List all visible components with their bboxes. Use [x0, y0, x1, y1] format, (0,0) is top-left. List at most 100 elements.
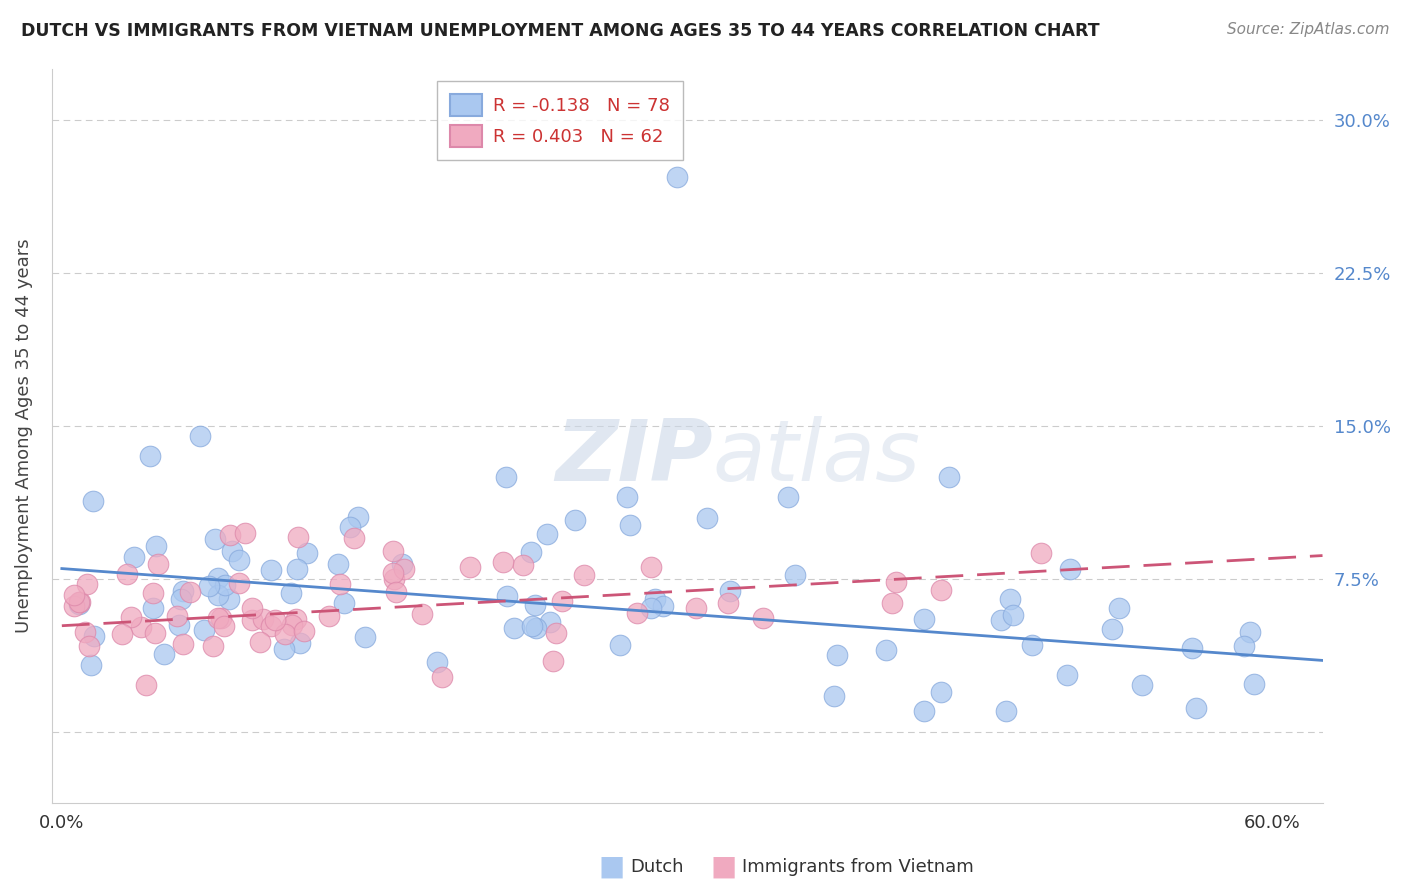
Point — [82, 494, 104, 508]
Text: DUTCH VS IMMIGRANTS FROM VIETNAM UNEMPLOYMENT AMONG AGES 35 TO 44 YEARS CORRELAT: DUTCH VS IMMIGRANTS FROM VIETNAM UNEMPLO… — [21, 22, 1099, 40]
Point — [145, 539, 167, 553]
Point — [143, 625, 166, 640]
Point — [640, 559, 662, 574]
Point — [285, 562, 308, 576]
Point — [207, 611, 229, 625]
Point — [207, 571, 229, 585]
Point — [274, 627, 297, 641]
Point — [124, 549, 146, 564]
Point — [536, 527, 558, 541]
Point — [526, 621, 548, 635]
Point — [666, 169, 689, 184]
Point — [252, 612, 274, 626]
Point — [1239, 624, 1261, 639]
Text: ■: ■ — [711, 853, 737, 881]
Point — [931, 583, 953, 598]
Point — [129, 620, 152, 634]
Point — [67, 595, 90, 609]
Point — [1130, 678, 1153, 692]
Text: ■: ■ — [599, 853, 624, 881]
Point — [281, 617, 304, 632]
Point — [929, 685, 952, 699]
Text: Immigrants from Vietnam: Immigrants from Vietnam — [742, 858, 974, 876]
Point — [202, 640, 225, 654]
Point — [912, 612, 935, 626]
Point — [120, 610, 142, 624]
Point — [172, 637, 194, 651]
Point — [394, 562, 416, 576]
Point — [823, 689, 845, 703]
Point — [426, 655, 449, 669]
Point — [152, 647, 174, 661]
Point — [538, 615, 561, 629]
Point — [783, 568, 806, 582]
Point — [75, 625, 97, 640]
Point — [333, 596, 356, 610]
Point — [752, 611, 775, 625]
Text: ZIP: ZIP — [555, 417, 713, 500]
Point — [1001, 607, 1024, 622]
Legend: R = -0.138   N = 78, R = 0.403   N = 62: R = -0.138 N = 78, R = 0.403 N = 62 — [437, 81, 683, 160]
Point — [228, 553, 250, 567]
Point — [280, 586, 302, 600]
Point — [502, 621, 524, 635]
Point — [148, 557, 170, 571]
Point — [880, 596, 903, 610]
Point — [1243, 676, 1265, 690]
Point — [141, 586, 163, 600]
Point — [825, 648, 848, 662]
Point — [284, 612, 307, 626]
Point — [135, 678, 157, 692]
Point — [292, 624, 315, 639]
Point — [495, 589, 517, 603]
Point — [1108, 600, 1130, 615]
Point — [207, 588, 229, 602]
Point — [523, 598, 546, 612]
Point — [218, 528, 240, 542]
Point — [685, 601, 707, 615]
Point — [990, 613, 1012, 627]
Point — [170, 591, 193, 606]
Point — [776, 490, 799, 504]
Point — [616, 490, 638, 504]
Point — [546, 626, 568, 640]
Point — [347, 510, 370, 524]
Y-axis label: Unemployment Among Ages 35 to 44 years: Unemployment Among Ages 35 to 44 years — [15, 238, 32, 633]
Point — [63, 599, 86, 613]
Point — [995, 705, 1018, 719]
Point — [259, 564, 281, 578]
Point — [640, 600, 662, 615]
Point — [938, 469, 960, 483]
Point — [79, 640, 101, 654]
Point — [458, 559, 481, 574]
Point — [240, 613, 263, 627]
Point — [696, 510, 718, 524]
Point — [381, 566, 404, 580]
Point — [574, 568, 596, 582]
Point — [343, 531, 366, 545]
Point — [197, 579, 219, 593]
Point — [288, 636, 311, 650]
Point — [214, 578, 236, 592]
Point — [384, 584, 406, 599]
Point — [295, 545, 318, 559]
Point — [83, 629, 105, 643]
Point — [76, 577, 98, 591]
Point — [167, 618, 190, 632]
Point — [111, 626, 134, 640]
Point — [287, 530, 309, 544]
Point — [1029, 546, 1052, 560]
Text: Source: ZipAtlas.com: Source: ZipAtlas.com — [1226, 22, 1389, 37]
Point — [326, 558, 349, 572]
Point — [221, 543, 243, 558]
Point — [1056, 668, 1078, 682]
Point — [520, 619, 543, 633]
Point — [1184, 701, 1206, 715]
Point — [188, 429, 211, 443]
Point — [912, 705, 935, 719]
Point — [233, 526, 256, 541]
Point — [411, 607, 433, 621]
Point — [354, 630, 377, 644]
Point — [212, 619, 235, 633]
Point — [139, 450, 162, 464]
